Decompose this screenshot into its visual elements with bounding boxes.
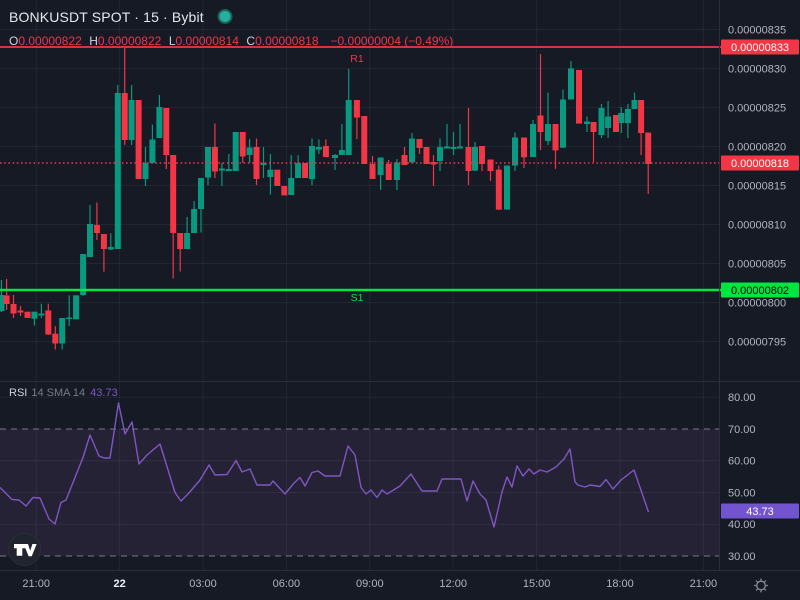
svg-text:30.00: 30.00 (728, 551, 756, 563)
svg-text:21:00: 21:00 (690, 578, 718, 590)
svg-text:50.00: 50.00 (728, 488, 756, 500)
svg-text:0.00000825: 0.00000825 (728, 103, 786, 115)
svg-text:0.00000815: 0.00000815 (728, 181, 786, 193)
svg-text:40.00: 40.00 (728, 519, 756, 531)
svg-text:S1: S1 (351, 292, 364, 304)
svg-text:0.00000805: 0.00000805 (728, 259, 786, 271)
svg-text:0.00000830: 0.00000830 (728, 64, 786, 76)
svg-text:43.73: 43.73 (746, 506, 774, 518)
svg-text:0.00000818: 0.00000818 (731, 158, 789, 170)
svg-text:09:00: 09:00 (356, 578, 384, 590)
svg-text:12:00: 12:00 (439, 578, 467, 590)
svg-text:0.00000800: 0.00000800 (728, 298, 786, 310)
svg-text:80.00: 80.00 (728, 392, 756, 404)
svg-text:0.00000810: 0.00000810 (728, 220, 786, 232)
svg-text:0.00000795: 0.00000795 (728, 337, 786, 349)
svg-text:15:00: 15:00 (523, 578, 551, 590)
svg-text:21:00: 21:00 (22, 578, 50, 590)
svg-text:22: 22 (113, 578, 125, 590)
svg-text:18:00: 18:00 (606, 578, 634, 590)
svg-text:0.00000833: 0.00000833 (731, 42, 789, 54)
svg-text:70.00: 70.00 (728, 424, 756, 436)
svg-text:0.00000835: 0.00000835 (728, 25, 786, 37)
svg-text:03:00: 03:00 (189, 578, 217, 590)
svg-text:60.00: 60.00 (728, 456, 756, 468)
svg-text:0.00000802: 0.00000802 (731, 285, 789, 297)
svg-text:R1: R1 (350, 53, 364, 65)
svg-text:0.00000820: 0.00000820 (728, 142, 786, 154)
svg-text:06:00: 06:00 (273, 578, 301, 590)
svg-text:BONKUSDT SPOT · 15 · Bybit: BONKUSDT SPOT · 15 · Bybit (9, 9, 204, 25)
